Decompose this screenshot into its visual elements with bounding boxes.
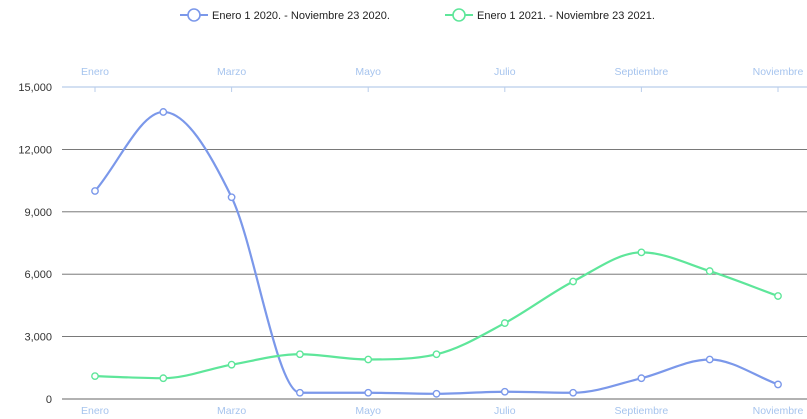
x-tick-label-bottom: Marzo (217, 405, 246, 417)
data-point[interactable] (637, 248, 646, 257)
data-point[interactable] (159, 374, 168, 383)
x-tick-label-bottom: Enero (81, 405, 109, 417)
series-1 (91, 108, 782, 398)
data-point[interactable] (227, 360, 236, 369)
data-point[interactable] (569, 277, 577, 286)
data-point[interactable] (91, 372, 99, 381)
y-tick-label: 15,000 (18, 82, 52, 94)
y-tick-label: 3,000 (24, 332, 52, 344)
x-tick-label-top: Julio (494, 66, 516, 78)
x-tick-label-top: Septiembre (615, 66, 669, 78)
x-axis-bottom: Enero Marzo Mayo Julio Septiembre Noviembre (81, 405, 804, 417)
data-point[interactable] (500, 387, 509, 396)
legend-marker-icon (452, 8, 466, 22)
y-tick-label: 0 (46, 394, 52, 406)
y-axis: 0 3,000 6,000 9,000 12,000 15,000 (18, 82, 52, 406)
data-point[interactable] (364, 355, 373, 364)
data-point[interactable] (500, 319, 509, 327)
data-point[interactable] (91, 187, 99, 195)
x-axis-top: Enero Marzo Mayo Julio Septiembre Noviembre (81, 66, 804, 92)
data-point[interactable] (774, 380, 782, 389)
y-tick-label: 6,000 (24, 269, 52, 281)
legend-item[interactable]: Enero 1 2020. - Noviembre 23 2020. (180, 8, 390, 22)
data-point[interactable] (569, 388, 577, 397)
data-point[interactable] (774, 292, 782, 300)
x-tick-label-bottom: Mayo (355, 405, 381, 417)
data-point[interactable] (705, 355, 714, 364)
legend-label: Enero 1 2021. - Noviembre 23 2021. (477, 10, 655, 22)
legend-marker-icon (187, 8, 201, 22)
series-line (94, 110, 779, 395)
legend-item[interactable]: Enero 1 2021. - Noviembre 23 2021. (445, 8, 655, 22)
x-tick-label-bottom: Noviembre (753, 405, 804, 417)
series-2 (91, 248, 782, 383)
data-point[interactable] (159, 108, 168, 116)
series-layer (91, 108, 782, 398)
x-tick-label-bottom: Septiembre (615, 405, 669, 417)
y-tick-label: 9,000 (24, 207, 52, 219)
data-point[interactable] (637, 374, 646, 383)
data-point[interactable] (432, 350, 441, 359)
data-point[interactable] (364, 388, 373, 397)
x-tick-label-top: Enero (81, 66, 109, 78)
x-tick-label-top: Marzo (217, 66, 246, 78)
x-tick-label-bottom: Julio (494, 405, 516, 417)
grid-lines (62, 86, 807, 400)
x-tick-label-top: Mayo (355, 66, 381, 78)
series-line (94, 251, 779, 380)
legend-label: Enero 1 2020. - Noviembre 23 2020. (212, 10, 390, 22)
x-tick-label-top: Noviembre (753, 66, 804, 78)
data-point[interactable] (227, 193, 236, 202)
y-tick-label: 12,000 (18, 144, 52, 156)
data-point[interactable] (295, 388, 304, 397)
data-point[interactable] (705, 267, 714, 275)
data-point[interactable] (432, 389, 441, 398)
data-point[interactable] (295, 350, 304, 359)
legend[interactable]: Enero 1 2020. - Noviembre 23 2020. Enero … (180, 8, 655, 22)
